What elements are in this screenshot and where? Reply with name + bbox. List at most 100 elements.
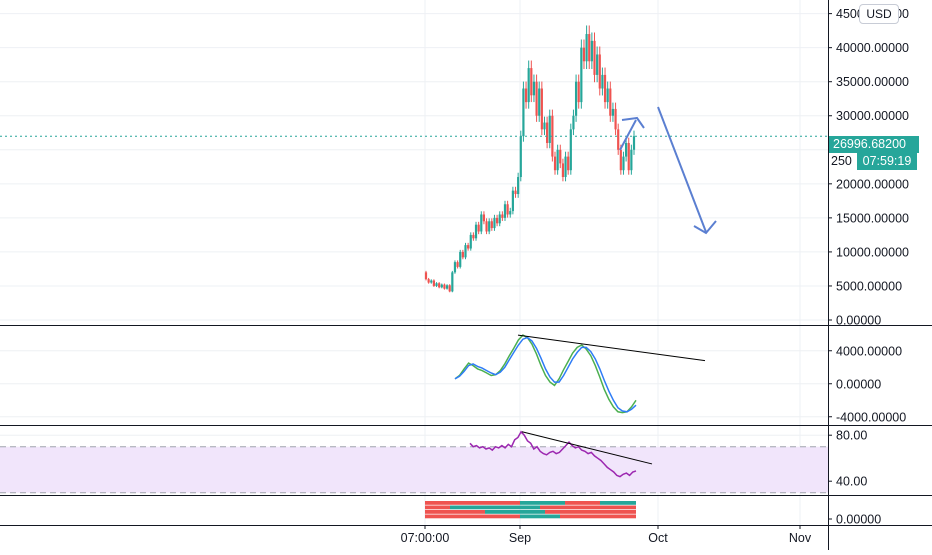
candle-body bbox=[540, 88, 543, 130]
candle-body bbox=[527, 68, 530, 103]
candle-body bbox=[493, 217, 496, 229]
y-tick-label: 35000.00000 bbox=[836, 75, 909, 89]
strip-bar bbox=[485, 510, 545, 514]
strip-bar bbox=[520, 501, 565, 505]
candle-body bbox=[559, 149, 562, 164]
candle-body bbox=[443, 284, 446, 289]
candle-body bbox=[611, 108, 615, 116]
oscillator-line-fast bbox=[454, 334, 637, 414]
strip-bar bbox=[540, 505, 570, 510]
strip-bar bbox=[600, 501, 636, 505]
candle-body bbox=[622, 156, 625, 171]
candle-body bbox=[535, 81, 538, 116]
candle-body bbox=[503, 204, 507, 218]
strip-bar bbox=[545, 510, 600, 514]
candle-body bbox=[524, 88, 528, 103]
candle-body bbox=[588, 34, 591, 62]
strip-bar bbox=[440, 514, 520, 519]
candle-body bbox=[619, 149, 622, 171]
candle-body bbox=[530, 68, 533, 96]
candle-body bbox=[627, 142, 630, 171]
candle-body bbox=[432, 280, 435, 286]
down-arrow-head bbox=[693, 220, 717, 235]
candle-body bbox=[430, 280, 433, 283]
candle-body bbox=[569, 129, 572, 171]
rsi-band-layer bbox=[0, 446, 828, 494]
candle-body bbox=[603, 74, 607, 103]
strip-bar bbox=[425, 510, 485, 514]
candle-body bbox=[585, 34, 588, 62]
candle-body bbox=[598, 54, 601, 89]
x-tick-label: 07:00:00 bbox=[401, 531, 450, 545]
usd-button[interactable]: USD bbox=[859, 4, 899, 24]
y-tick-label: 10000.00000 bbox=[836, 245, 909, 259]
candle-body bbox=[617, 129, 620, 150]
down-arrow-shaft bbox=[657, 106, 707, 233]
candle-body bbox=[482, 214, 486, 222]
candle-body bbox=[553, 156, 557, 171]
candle-body bbox=[440, 284, 443, 288]
candle-body bbox=[625, 142, 628, 157]
strip-bar bbox=[600, 510, 636, 514]
candle-body bbox=[506, 204, 509, 215]
candle-body bbox=[522, 88, 525, 137]
candle-body bbox=[459, 251, 462, 267]
candle-body bbox=[630, 149, 633, 171]
candle-body bbox=[519, 136, 522, 178]
candle-body bbox=[472, 234, 475, 239]
candle-body bbox=[590, 40, 593, 62]
candle-body bbox=[567, 156, 570, 171]
candle-body bbox=[509, 211, 512, 215]
rsi-line bbox=[469, 430, 637, 478]
strip-bar bbox=[565, 501, 600, 505]
candle-body bbox=[480, 214, 483, 232]
candle-body bbox=[572, 115, 575, 130]
candle-body bbox=[577, 81, 580, 103]
candle-body bbox=[445, 285, 449, 289]
countdown-timer: 07:59:19 bbox=[857, 153, 917, 170]
candle-body bbox=[532, 81, 536, 96]
y-tick-label: 30000.00000 bbox=[836, 109, 909, 123]
y-tick-label: -4000.00000 bbox=[836, 410, 906, 424]
y-tick-label: 5000.00000 bbox=[836, 279, 902, 293]
candle-body bbox=[451, 272, 454, 292]
candle-body bbox=[448, 285, 451, 292]
candle-body bbox=[469, 234, 472, 249]
strip-bar bbox=[450, 505, 540, 510]
oscillator-trendline bbox=[517, 334, 706, 362]
price-tag: 26996.68200 bbox=[829, 136, 919, 153]
y-tick-label: 0.00000 bbox=[836, 513, 881, 527]
candle-body bbox=[548, 115, 551, 143]
y-tick-label: 40.00 bbox=[836, 475, 867, 489]
candle-body bbox=[498, 214, 501, 224]
candle-body bbox=[438, 283, 441, 288]
up-arrow-shaft bbox=[619, 119, 637, 151]
candle-body bbox=[461, 251, 464, 258]
countdown-tag: 250 bbox=[829, 153, 859, 170]
candle-body bbox=[435, 283, 438, 286]
y-tick-label: 80.00 bbox=[836, 429, 867, 443]
rsi-band bbox=[0, 446, 828, 493]
y-tick-label: 20000.00000 bbox=[836, 177, 909, 191]
candle-body bbox=[538, 88, 541, 116]
strip-bar bbox=[520, 514, 560, 519]
candle-body bbox=[495, 217, 499, 224]
y-tick-label: 15000.00000 bbox=[836, 211, 909, 225]
candle-body bbox=[488, 221, 491, 232]
strip-bar bbox=[560, 514, 636, 519]
y-tick-label: 40000.00000 bbox=[836, 41, 909, 55]
time-axis: 07:00:00 Sep Oct Nov bbox=[401, 525, 812, 545]
annotations-layer bbox=[517, 106, 717, 465]
candle-body bbox=[490, 221, 493, 229]
candle-body bbox=[514, 190, 517, 195]
candle-body bbox=[632, 136, 636, 150]
chart-grid bbox=[0, 0, 828, 525]
price-tag-value: 26996.68200 bbox=[833, 137, 906, 151]
candle-body bbox=[477, 224, 480, 232]
strip-bar bbox=[425, 505, 450, 510]
strip-bar bbox=[570, 505, 636, 510]
y-tick-label: 4000.00000 bbox=[836, 344, 902, 358]
